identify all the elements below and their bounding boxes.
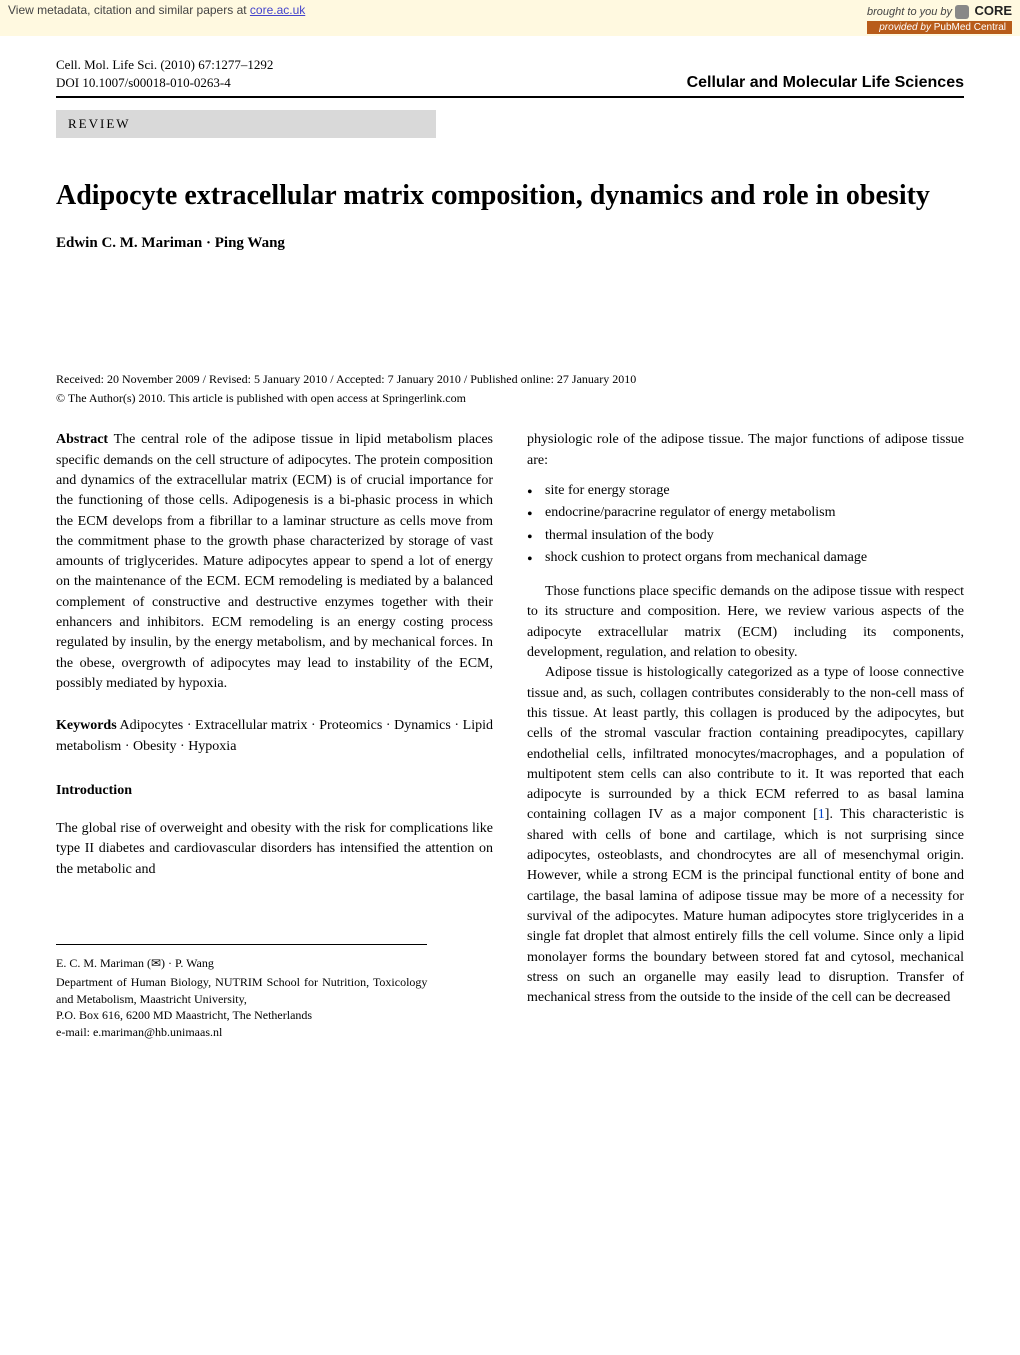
list-item: endocrine/paracrine regulator of energy … xyxy=(545,503,964,523)
core-logo-text: CORE xyxy=(974,3,1012,18)
affiliation-block: E. C. M. Mariman (✉) · P. Wang Departmen… xyxy=(56,944,427,1041)
list-item: shock cushion to protect organs from mec… xyxy=(545,548,964,568)
functions-list: site for energy storage endocrine/paracr… xyxy=(527,481,964,568)
para3-part-a: Adipose tissue is histologically categor… xyxy=(527,665,964,822)
article-type-band: REVIEW xyxy=(56,110,436,138)
brought-by-label: brought to you by xyxy=(867,6,955,18)
doi: DOI 10.1007/s00018-010-0263-4 xyxy=(56,74,273,92)
paragraph-2: Those functions place specific demands o… xyxy=(527,582,964,663)
affiliation-dept: Department of Human Biology, NUTRIM Scho… xyxy=(56,974,427,1008)
banner-right: brought to you by CORE provided by PubMe… xyxy=(867,3,1012,34)
abstract-text: The central role of the adipose tissue i… xyxy=(56,432,493,691)
affiliation-address: P.O. Box 616, 6200 MD Maastricht, The Ne… xyxy=(56,1007,427,1024)
paragraph-3: Adipose tissue is histologically categor… xyxy=(527,663,964,1008)
page-content: Cell. Mol. Life Sci. (2010) 67:1277–1292… xyxy=(0,36,1020,1081)
para3-part-b: ]. This characteristic is shared with ce… xyxy=(527,807,964,1005)
keywords-text: Adipocytes · Extracellular matrix · Prot… xyxy=(56,718,493,753)
abstract-block: Abstract The central role of the adipose… xyxy=(56,430,493,694)
introduction-heading: Introduction xyxy=(56,781,493,801)
provided-prefix: provided by xyxy=(879,22,933,33)
reference-link-1[interactable]: 1 xyxy=(818,807,825,822)
banner-left: View metadata, citation and similar pape… xyxy=(8,3,305,17)
article-dates: Received: 20 November 2009 / Revised: 5 … xyxy=(56,372,964,387)
article-header: Cell. Mol. Life Sci. (2010) 67:1277–1292… xyxy=(56,56,964,98)
abstract-label: Abstract xyxy=(56,432,108,447)
list-item: thermal insulation of the body xyxy=(545,526,964,546)
keywords-block: Keywords Adipocytes · Extracellular matr… xyxy=(56,716,493,757)
copyright: © The Author(s) 2010. This article is pu… xyxy=(56,391,964,406)
article-title: Adipocyte extracellular matrix compositi… xyxy=(56,178,964,213)
repository-banner: View metadata, citation and similar pape… xyxy=(0,0,1020,36)
affiliation-email: e-mail: e.mariman@hb.unimaas.nl xyxy=(56,1024,427,1041)
core-logo-icon xyxy=(955,5,969,19)
provided-source: PubMed Central xyxy=(934,22,1006,33)
keywords-label: Keywords xyxy=(56,718,117,733)
journal-info: Cell. Mol. Life Sci. (2010) 67:1277–1292… xyxy=(56,56,273,92)
core-link[interactable]: core.ac.uk xyxy=(250,3,305,17)
right-col-top: physiologic role of the adipose tissue. … xyxy=(527,430,964,471)
left-column: Abstract The central role of the adipose… xyxy=(56,430,493,1041)
intro-paragraph: The global rise of overweight and obesit… xyxy=(56,819,493,880)
right-column: physiologic role of the adipose tissue. … xyxy=(527,430,964,1041)
provided-by: provided by PubMed Central xyxy=(867,21,1012,34)
journal-citation: Cell. Mol. Life Sci. (2010) 67:1277–1292 xyxy=(56,56,273,74)
affiliation-authors: E. C. M. Mariman (✉) · P. Wang xyxy=(56,955,427,972)
banner-left-prefix: View metadata, citation and similar pape… xyxy=(8,3,250,17)
authors: Edwin C. M. Mariman · Ping Wang xyxy=(56,235,964,252)
journal-name: Cellular and Molecular Life Sciences xyxy=(687,74,964,92)
two-column-body: Abstract The central role of the adipose… xyxy=(56,430,964,1041)
list-item: site for energy storage xyxy=(545,481,964,501)
